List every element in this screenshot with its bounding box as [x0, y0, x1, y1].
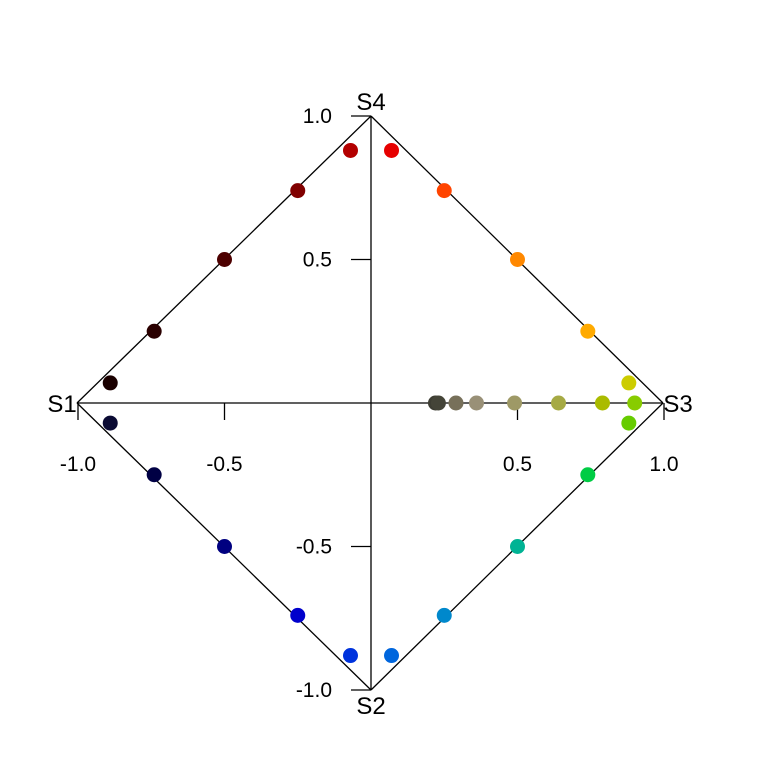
data-point	[510, 252, 525, 267]
corner-label-top: S4	[356, 89, 385, 116]
data-point	[217, 539, 232, 554]
data-point	[342, 648, 358, 664]
data-point	[290, 607, 306, 623]
x-tick-label: 0.5	[503, 453, 532, 476]
data-point	[627, 395, 643, 411]
corner-label-left: S1	[47, 391, 76, 418]
y-tick-label: -0.5	[296, 536, 332, 559]
data-point	[146, 467, 162, 483]
data-point	[430, 395, 446, 411]
data-point	[290, 183, 306, 199]
data-point	[468, 395, 484, 411]
tick-group: -1.0 -0.5 0.5 1.0 1.0 0.5 -0.5 -1.0	[60, 105, 679, 702]
plot-frame	[76, 115, 664, 691]
data-point	[580, 467, 596, 483]
data-point	[384, 142, 400, 158]
data-point	[146, 323, 162, 339]
corner-label-right: S3	[663, 391, 692, 418]
data-point	[621, 375, 637, 391]
y-tick-label: 0.5	[303, 249, 332, 272]
corner-labels: S4 S1 S3 S2	[47, 89, 692, 720]
data-point	[102, 415, 118, 431]
data-point	[448, 395, 464, 411]
x-tick-label: 1.0	[649, 453, 678, 476]
data-point	[217, 252, 232, 267]
y-tick-label: 1.0	[303, 105, 332, 128]
data-point	[342, 142, 358, 158]
x-tick-label: -0.5	[206, 453, 242, 476]
data-point	[551, 395, 567, 411]
data-point	[510, 539, 525, 554]
corner-label-bottom: S2	[356, 693, 385, 720]
data-point	[102, 375, 118, 391]
data-point	[594, 395, 610, 411]
data-point	[436, 183, 452, 199]
data-point	[580, 323, 596, 339]
data-point	[621, 415, 637, 431]
data-point	[436, 607, 452, 623]
x-tick-label: -1.0	[60, 453, 96, 476]
data-point	[507, 395, 523, 411]
data-point	[384, 648, 400, 664]
y-tick-label: -1.0	[296, 679, 332, 702]
point-group	[102, 142, 643, 664]
